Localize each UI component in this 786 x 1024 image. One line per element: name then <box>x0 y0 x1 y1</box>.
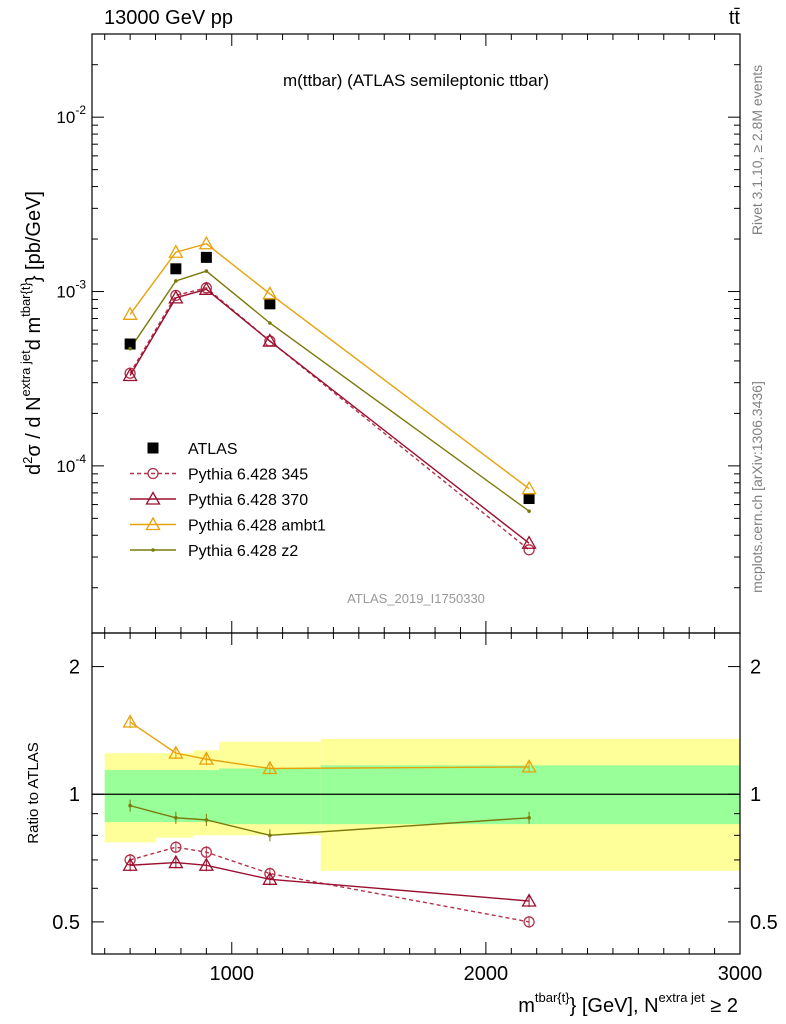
ratio-point-pythia-6-428-ambt1 <box>122 714 138 728</box>
point-pythia-6-428-370 <box>122 367 138 382</box>
legend-marker-pythia-6-428-370 <box>145 491 161 505</box>
point-pythia-6-428-ambt1 <box>521 480 537 495</box>
legend-label-pythia-6-428-345: Pythia 6.428 345 <box>188 467 308 484</box>
ratio-panel-frame <box>91 632 741 955</box>
ylabel-part-sigma: σ / d N <box>23 396 45 456</box>
ratio-y-tick-label-right: 1 <box>750 784 761 806</box>
svg-text:Ratio to ATLAS: Ratio to ATLAS <box>25 742 42 843</box>
ratio-y-tick-label-right: 0.5 <box>750 912 778 934</box>
ratio-point-pythia-6-428-345 <box>523 916 535 928</box>
ratio-point-pythia-6-428-z2 <box>204 818 209 822</box>
ylabel-sup-extra-jet: extra jet <box>18 350 33 397</box>
point-pythia-6-428-370 <box>262 333 278 347</box>
line-pythia-6-428-345 <box>129 287 530 551</box>
x-axis-label: mtbar{t}} [GeV], Nextra jet ≥ 2 <box>518 990 738 1017</box>
point-pythia-6-428-ambt1 <box>168 244 184 258</box>
header-right: tt̄ <box>729 7 741 29</box>
ratio-y-tick-label-left: 0.5 <box>52 912 80 934</box>
point-atlas <box>170 263 182 275</box>
ratio-y-axis-label: Ratio to ATLAS <box>25 742 42 843</box>
point-pythia-6-428-z2 <box>204 269 209 273</box>
xlabel-sup-tbar: tbar{t} <box>535 990 570 1005</box>
plot-title: m(ttbar) (ATLAS semileptonic ttbar) <box>283 71 549 90</box>
ratio-point-pythia-6-428-ambt1 <box>262 760 278 775</box>
legend-label-pythia-6-428-ambt1: Pythia 6.428 ambt1 <box>188 518 326 535</box>
ratio-point-pythia-6-428-ambt1 <box>198 751 214 765</box>
legend-marker-pythia-6-428-z2 <box>151 548 155 552</box>
ratio-point-pythia-6-428-370 <box>198 857 214 871</box>
legend-marker-pythia-6-428-ambt1 <box>145 516 161 531</box>
point-pythia-6-428-z2 <box>174 279 178 283</box>
point-atlas <box>124 338 136 350</box>
xlabel-sup-extra-jet: extra jet <box>659 990 706 1005</box>
point-atlas <box>200 251 212 263</box>
ratio-point-pythia-6-428-ambt1 <box>168 745 184 759</box>
legend: ATLAS Pythia 6.428 345 Pythia 6.428 370 Pyt… <box>130 441 326 560</box>
point-pythia-6-428-370 <box>521 535 537 549</box>
svg-text:d2σ / d Nextra jetd mtbar{t}: d2σ / d Nextra jetd mtbar{t}} [pb/GeV] <box>18 191 45 475</box>
point-pythia-6-428-z2 <box>268 321 272 325</box>
ratio-y-tick-label-right: 2 <box>750 657 761 679</box>
point-pythia-6-428-z2 <box>128 346 132 351</box>
x-tick-label: 1000 <box>210 963 255 985</box>
ratio-point-pythia-6-428-z2 <box>268 833 272 838</box>
ratio-point-pythia-6-428-370 <box>262 871 278 885</box>
line-pythia-6-428-ambt1 <box>129 242 530 490</box>
xlabel-part-cond: ≥ 2 <box>705 995 738 1017</box>
ratio-point-pythia-6-428-z2 <box>527 815 531 820</box>
point-atlas <box>523 492 535 504</box>
xlabel-part-m: m <box>518 995 535 1017</box>
main-y-axis-label: d2σ / d Nextra jetd mtbar{t}} [pb/GeV] <box>18 191 45 475</box>
stat-uncertainty-band <box>104 770 156 823</box>
point-atlas <box>264 298 276 310</box>
ratio-y-tick-label-left: 1 <box>69 784 80 806</box>
svg-text:mcplots.cern.ch [arXiv:1306.34: mcplots.cern.ch [arXiv:1306.3436] <box>749 381 765 593</box>
ratio-point-pythia-6-428-370 <box>122 857 138 871</box>
ylabel-sup-tbar: tbar{t} <box>18 282 33 317</box>
ylabel-sup-2: 2 <box>20 457 35 464</box>
xlabel-part-units: } [GeV], N <box>570 995 659 1017</box>
ratio-point-pythia-6-428-z2 <box>174 815 178 820</box>
legend-marker-atlas <box>147 442 159 454</box>
ratio-point-pythia-6-428-370 <box>168 854 184 869</box>
point-pythia-6-428-z2 <box>527 509 531 513</box>
point-pythia-6-428-370 <box>198 281 214 295</box>
ratio-y-tick-label-left: 2 <box>69 657 80 679</box>
ylabel-part-d: d <box>23 464 45 475</box>
main-axis-ticks: 10-4 10-3 10-2 <box>56 33 741 633</box>
ratio-point-pythia-6-428-345 <box>170 841 182 853</box>
analysis-watermark: ATLAS_2019_I1750330 <box>347 591 485 606</box>
point-pythia-6-428-370 <box>168 290 184 304</box>
y-tick-label: 10-2 <box>56 103 86 127</box>
x-tick-label: 2000 <box>464 963 509 985</box>
point-pythia-6-428-345 <box>523 544 535 556</box>
ratio-axis-ticks: 1000 2000 3000 0.5 0.5 1 1 2 2 <box>52 633 778 985</box>
x-tick-label: 3000 <box>718 963 763 985</box>
main-series <box>122 235 537 556</box>
legend-label-pythia-6-428-z2: Pythia 6.428 z2 <box>188 543 298 560</box>
legend-label-pythia-6-428-370: Pythia 6.428 370 <box>188 492 308 509</box>
point-pythia-6-428-ambt1 <box>122 306 138 320</box>
point-pythia-6-428-ambt1 <box>262 286 278 300</box>
y-tick-label: 10-4 <box>56 452 86 476</box>
ylabel-part-dm: d m <box>23 317 45 350</box>
ratio-point-pythia-6-428-z2 <box>128 803 132 808</box>
ratio-point-pythia-6-428-ambt1 <box>521 759 537 773</box>
header-left: 13000 GeV pp <box>104 7 233 29</box>
point-pythia-6-428-ambt1 <box>198 235 214 250</box>
stat-uncertainty-band <box>193 770 220 823</box>
ratio-point-pythia-6-428-370 <box>521 893 537 907</box>
svg-text:Rivet 3.1.10, ≥ 2.8M events: Rivet 3.1.10, ≥ 2.8M events <box>749 65 765 235</box>
ratio-point-pythia-6-428-345 <box>200 846 213 858</box>
stat-uncertainty-band <box>219 768 321 825</box>
legend-marker-pythia-6-428-345 <box>147 467 159 480</box>
mcplots-label: mcplots.cern.ch [arXiv:1306.3436] <box>749 381 765 593</box>
y-tick-label: 10-3 <box>56 278 86 302</box>
ratio-series <box>122 714 537 928</box>
ylabel-part-units: } [pb/GeV] <box>23 191 45 282</box>
legend-label-atlas: ATLAS <box>188 441 238 458</box>
line-pythia-6-428-370 <box>129 288 530 544</box>
rivet-version-label: Rivet 3.1.10, ≥ 2.8M events <box>749 65 765 235</box>
